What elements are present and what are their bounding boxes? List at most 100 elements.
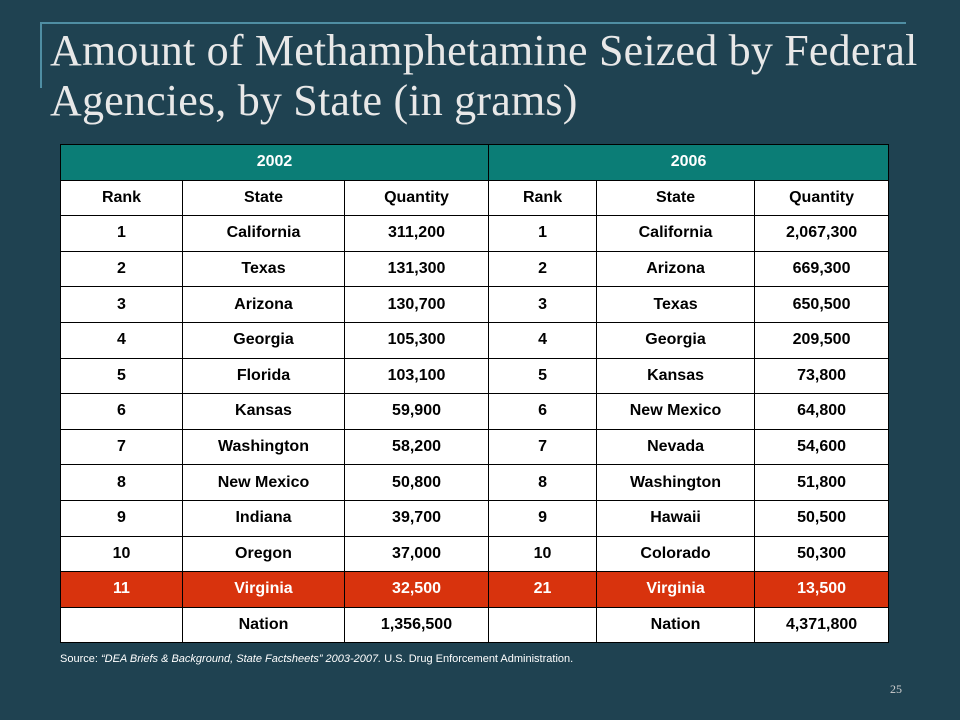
cell-quantity-2002: 311,200 — [343, 215, 490, 252]
table-row: 3 Arizona 130,700 3 Texas 650,500 — [60, 286, 890, 323]
table-row: 7 Washington 58,200 7 Nevada 54,600 — [60, 428, 890, 466]
cell-quantity-2006: 2,067,300 — [754, 215, 890, 252]
table-row: 2 Texas 131,300 2 Arizona 669,300 — [60, 250, 890, 288]
page-number: 25 — [890, 682, 902, 696]
cell-quantity-2006: 73,800 — [754, 357, 890, 395]
cell-quantity-2002: 32,500 — [343, 571, 490, 608]
cell-state-2002: Texas — [182, 250, 345, 288]
cell-quantity-2006: 51,800 — [754, 464, 890, 501]
source-prefix: Source: — [60, 653, 101, 665]
cell-state-2002: Oregon — [182, 535, 345, 573]
cell-quantity-2002: 39,700 — [343, 499, 490, 537]
cell-rank-2002: 8 — [60, 464, 183, 501]
cell-state-2006: Nevada — [596, 428, 756, 466]
cell-state-2002: Kansas — [182, 393, 345, 430]
cell-state-2002: Arizona — [182, 286, 345, 323]
table-row: 8 New Mexico 50,800 8 Washington 51,800 — [60, 464, 890, 501]
cell-rank-2006: 9 — [488, 499, 598, 537]
table-row: 11 Virginia 32,500 21 Virginia 13,500 — [60, 571, 890, 608]
cell-rank-2002: 6 — [60, 393, 183, 430]
cell-rank-2006: 3 — [488, 286, 598, 323]
cell-quantity-2006: 50,300 — [754, 535, 890, 573]
cell-state-2002: Florida — [182, 357, 345, 395]
cell-rank-2006: 1 — [488, 215, 598, 252]
cell-quantity-2002: 1,356,500 — [343, 606, 490, 644]
cell-state-2006: Virginia — [596, 571, 756, 608]
cell-state-2002: California — [182, 215, 345, 252]
cell-state-2006: Hawaii — [596, 499, 756, 537]
cell-rank-2002: 1 — [60, 215, 183, 252]
cell-rank-2006: 21 — [488, 571, 598, 608]
cell-state-2006: Nation — [596, 606, 756, 644]
source-title: “DEA Briefs & Background, State Factshee… — [100, 653, 382, 665]
cell-quantity-2006: 64,800 — [754, 393, 890, 430]
cell-state-2002: Nation — [182, 606, 345, 644]
table-row: Nation 1,356,500 Nation 4,371,800 — [60, 606, 890, 644]
column-header-state-2006: State — [596, 179, 756, 217]
cell-rank-2006: 7 — [488, 428, 598, 466]
cell-rank-2006: 10 — [488, 535, 598, 573]
column-header-rank-2006: Rank — [488, 179, 598, 217]
cell-state-2006: Arizona — [596, 250, 756, 288]
cell-rank-2006: 4 — [488, 321, 598, 359]
title-decoration-line — [40, 22, 906, 24]
table-row: 4 Georgia 105,300 4 Georgia 209,500 — [60, 321, 890, 359]
cell-state-2006: Georgia — [596, 321, 756, 359]
cell-quantity-2002: 131,300 — [343, 250, 490, 288]
cell-rank-2006: 6 — [488, 393, 598, 430]
cell-quantity-2002: 130,700 — [343, 286, 490, 323]
cell-state-2002: Georgia — [182, 321, 345, 359]
cell-quantity-2006: 209,500 — [754, 321, 890, 359]
table-row: 5 Florida 103,100 5 Kansas 73,800 — [60, 357, 890, 395]
cell-rank-2006: 2 — [488, 250, 598, 288]
cell-quantity-2002: 37,000 — [343, 535, 490, 573]
cell-rank-2006: 8 — [488, 464, 598, 501]
cell-quantity-2006: 669,300 — [754, 250, 890, 288]
cell-rank-2002: 10 — [60, 535, 183, 573]
cell-rank-2002: 7 — [60, 428, 183, 466]
column-header-rank-2002: Rank — [60, 179, 183, 217]
cell-quantity-2002: 103,100 — [343, 357, 490, 395]
table-row: 1 California 311,200 1 California 2,067,300 — [60, 215, 890, 252]
column-header-row: Rank State Quantity Rank State Quantity — [60, 179, 890, 217]
cell-quantity-2002: 59,900 — [343, 393, 490, 430]
cell-rank-2002 — [60, 606, 183, 644]
cell-quantity-2002: 50,800 — [343, 464, 490, 501]
cell-quantity-2006: 13,500 — [754, 571, 890, 608]
source-citation: Source: “DEA Briefs & Background, State … — [60, 653, 573, 665]
slide-title: Amount of Methamphetamine Seized by Fede… — [50, 26, 918, 125]
year-header-row: 2002 2006 — [59, 144, 890, 181]
cell-state-2006: Texas — [596, 286, 756, 323]
cell-quantity-2002: 58,200 — [343, 428, 490, 466]
column-header-quantity-2006: Quantity — [754, 179, 890, 217]
title-decoration-bar — [40, 22, 42, 88]
cell-rank-2002: 2 — [60, 250, 183, 288]
table-row: 10 Oregon 37,000 10 Colorado 50,300 — [60, 535, 890, 573]
cell-state-2006: New Mexico — [596, 393, 756, 430]
cell-rank-2002: 11 — [60, 571, 183, 608]
cell-rank-2002: 4 — [60, 321, 183, 359]
cell-state-2006: Washington — [596, 464, 756, 501]
cell-rank-2002: 3 — [60, 286, 183, 323]
cell-quantity-2006: 50,500 — [754, 499, 890, 537]
cell-rank-2002: 5 — [60, 357, 183, 395]
cell-rank-2006 — [488, 606, 598, 644]
table-row: 6 Kansas 59,900 6 New Mexico 64,800 — [60, 393, 890, 430]
table-row: 9 Indiana 39,700 9 Hawaii 50,500 — [60, 499, 890, 537]
cell-rank-2006: 5 — [488, 357, 598, 395]
cell-state-2006: Colorado — [596, 535, 756, 573]
cell-state-2002: Virginia — [182, 571, 345, 608]
cell-state-2006: California — [596, 215, 756, 252]
column-header-state-2002: State — [182, 179, 345, 217]
cell-state-2002: New Mexico — [182, 464, 345, 501]
cell-state-2002: Washington — [182, 428, 345, 466]
source-agency: U.S. Drug Enforcement Administration. — [381, 653, 574, 665]
cell-state-2002: Indiana — [182, 499, 345, 537]
cell-quantity-2006: 54,600 — [754, 428, 890, 466]
year-2006-header: 2006 — [488, 144, 890, 181]
cell-quantity-2002: 105,300 — [343, 321, 490, 359]
column-header-quantity-2002: Quantity — [343, 179, 490, 217]
year-2002-header: 2002 — [59, 144, 490, 181]
cell-rank-2002: 9 — [60, 499, 183, 537]
cell-quantity-2006: 650,500 — [754, 286, 890, 323]
